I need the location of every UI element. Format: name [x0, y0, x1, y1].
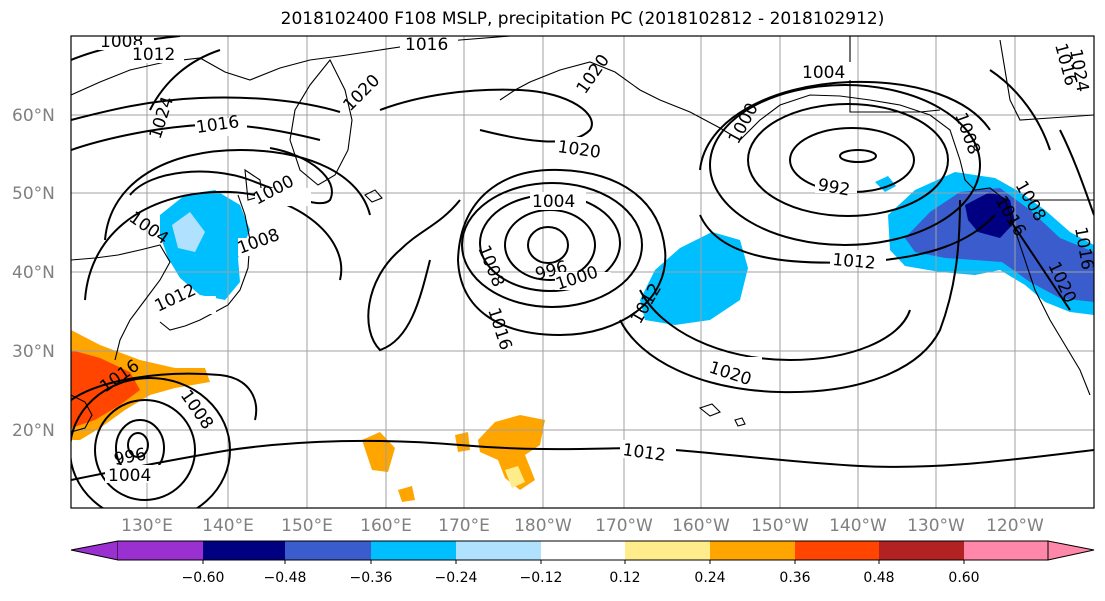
contour-label: 1004 — [108, 466, 151, 486]
lon-label: 120°W — [986, 516, 1044, 536]
colorbar-tick: −0.24 — [435, 570, 478, 586]
colorbar-segment — [879, 541, 964, 560]
contour-label: 1012 — [832, 250, 877, 274]
lon-label: 130°W — [907, 516, 965, 536]
colorbar-tick: 0.12 — [609, 570, 640, 586]
colorbar-segment — [964, 541, 1048, 560]
map-title: 2018102400 F108 MSLP, precipitation PC (… — [280, 9, 885, 29]
map-frame — [70, 35, 1095, 509]
lon-label: 150°E — [281, 516, 333, 536]
colorbar-high-extend — [1047, 540, 1095, 561]
lon-label: 170°E — [438, 516, 490, 536]
shade-subtropic-pos — [478, 415, 545, 490]
colorbar-tick: 0.60 — [948, 570, 979, 586]
colorbar: −0.60 −0.48 −0.36 −0.24 −0.12 0.12 0.24 … — [70, 540, 1095, 586]
colorbar-segment — [710, 541, 795, 560]
lon-label: 160°E — [360, 516, 412, 536]
lat-labels: 60°N 50°N 40°N 30°N 20°N — [12, 106, 55, 441]
colorbar-segment — [456, 541, 541, 560]
contour-label: 1016 — [405, 35, 448, 55]
mslp-contours — [71, 36, 1094, 508]
lon-label: 170°W — [595, 516, 653, 536]
contour-label: 1004 — [802, 63, 845, 83]
colorbar-segment — [285, 541, 371, 560]
lat-label: 40°N — [12, 263, 55, 283]
contour-label: 1012 — [132, 45, 175, 65]
colorbar-tick: −0.12 — [520, 570, 563, 586]
colorbar-tick: 0.48 — [863, 570, 894, 586]
lon-label: 140°E — [202, 516, 254, 536]
lon-label: 150°W — [751, 516, 809, 536]
colorbar-segment — [795, 541, 879, 560]
colorbar-tick: −0.48 — [264, 570, 307, 586]
shade-central-pacific-neg — [640, 232, 748, 325]
colorbar-tick: −0.36 — [350, 570, 393, 586]
colorbar-tick: 0.24 — [694, 570, 725, 586]
lon-label: 130°E — [121, 516, 173, 536]
contour-label: 1004 — [532, 192, 575, 212]
colorbar-low-extend — [70, 540, 119, 561]
lat-label: 30°N — [12, 342, 55, 362]
lon-label: 160°W — [672, 516, 730, 536]
colorbar-segment — [625, 541, 710, 560]
lat-label: 50°N — [12, 184, 55, 204]
colorbar-tick: 0.36 — [779, 570, 810, 586]
contour-label: 1016 — [1070, 225, 1097, 271]
coastlines — [71, 36, 1094, 433]
colorbar-segment — [203, 541, 285, 560]
lat-label: 20°N — [12, 421, 55, 441]
colorbar-segment — [541, 541, 625, 560]
lon-labels: 130°E 140°E 150°E 160°E 170°E 180°W 170°… — [121, 516, 1044, 536]
colorbar-tick: −0.60 — [182, 570, 225, 586]
colorbar-segment — [371, 541, 456, 560]
colorbar-segment — [118, 541, 203, 560]
lon-label: 140°W — [829, 516, 887, 536]
lon-label: 180°W — [514, 516, 572, 536]
lat-label: 60°N — [12, 106, 55, 126]
